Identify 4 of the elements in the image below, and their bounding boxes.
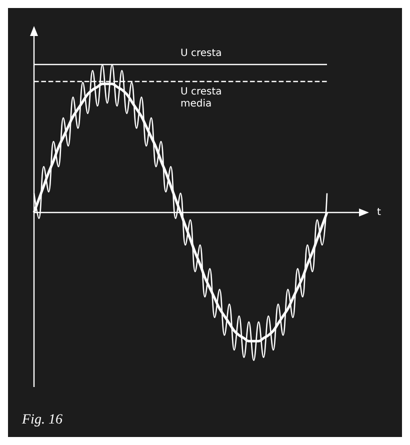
ref-line-label: U cresta media bbox=[180, 86, 222, 110]
ref-line-label: U cresta bbox=[180, 48, 222, 60]
caption: Fig. 16 bbox=[21, 412, 62, 428]
x-axis-title: t bbox=[377, 207, 381, 218]
